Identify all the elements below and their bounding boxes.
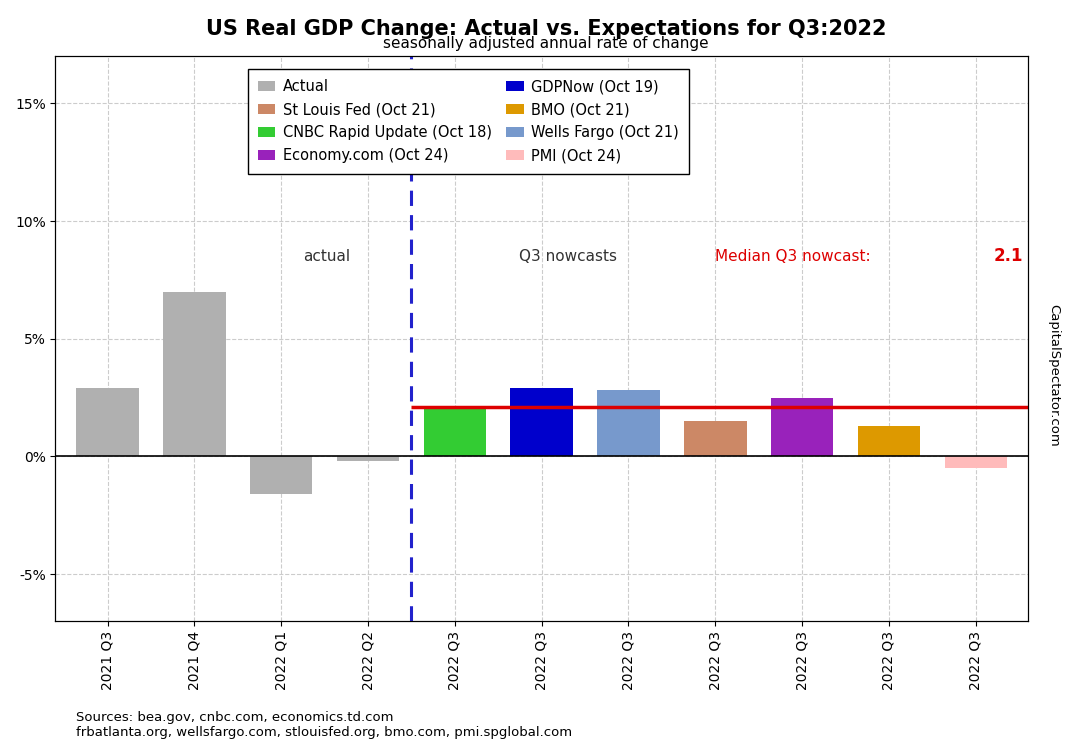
Bar: [857, 426, 921, 457]
Bar: [424, 407, 486, 457]
Text: 2.1: 2.1: [993, 248, 1022, 266]
Text: US Real GDP Change: Actual vs. Expectations for Q3:2022: US Real GDP Change: Actual vs. Expectati…: [205, 19, 887, 39]
Bar: [336, 457, 400, 461]
Bar: [163, 292, 226, 457]
Bar: [945, 457, 1007, 468]
Bar: [250, 457, 312, 494]
Bar: [76, 388, 139, 457]
Text: seasonally adjusted annual rate of change: seasonally adjusted annual rate of chang…: [383, 36, 709, 51]
Bar: [597, 391, 660, 457]
Text: Median Q3 nowcast:: Median Q3 nowcast:: [715, 249, 871, 264]
Bar: [771, 398, 833, 457]
Text: actual: actual: [304, 249, 351, 264]
Legend: Actual, St Louis Fed (Oct 21), CNBC Rapid Update (Oct 18), Economy.com (Oct 24),: Actual, St Louis Fed (Oct 21), CNBC Rapi…: [248, 69, 689, 174]
Text: Sources: bea.gov, cnbc.com, economics.td.com
frbatlanta.org, wellsfargo.com, stl: Sources: bea.gov, cnbc.com, economics.td…: [76, 711, 572, 739]
Bar: [684, 421, 747, 457]
Bar: [510, 388, 573, 457]
Text: CapitalSpectator.com: CapitalSpectator.com: [1047, 304, 1060, 446]
Text: Q3 nowcasts: Q3 nowcasts: [519, 249, 617, 264]
